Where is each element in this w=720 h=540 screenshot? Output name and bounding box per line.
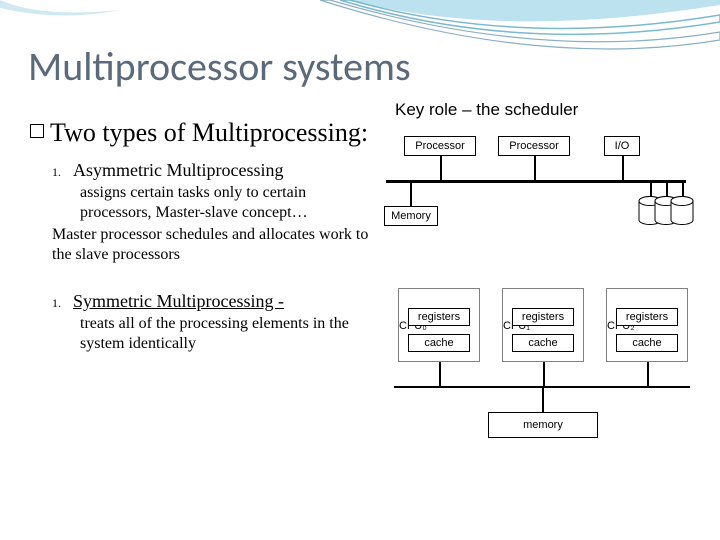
connector (682, 183, 684, 197)
item-title: Symmetric Multiprocessing - (73, 291, 284, 311)
registers-box: registers (616, 308, 678, 326)
cache-box: cache (616, 334, 678, 352)
connector (534, 156, 536, 180)
item-body: Master processor schedules and allocates… (52, 225, 380, 265)
connector (542, 388, 544, 412)
connector (666, 183, 668, 197)
registers-box: registers (512, 308, 574, 326)
connector (440, 156, 442, 180)
bus-line (386, 180, 686, 183)
connector (647, 362, 649, 386)
item-number: 1. (52, 296, 61, 310)
list-item: 1. Asymmetric Multiprocessing assigns ce… (52, 160, 380, 265)
proc-box: Processor (498, 136, 570, 156)
checkbox-bullet-icon (30, 124, 44, 138)
connector (439, 362, 441, 386)
proc-box: Processor (404, 136, 476, 156)
io-box: I/O (604, 136, 640, 156)
disk-icon (670, 196, 694, 226)
subheading: Two types of Multiprocessing: (30, 118, 380, 148)
caption-text: Key role – the scheduler (395, 100, 578, 120)
slide-title: Multiprocessor systems (28, 42, 411, 91)
slide: Multiprocessor systems Key role – the sc… (0, 0, 720, 540)
list-item: 1. Symmetric Multiprocessing - treats al… (52, 291, 380, 354)
connector (622, 156, 624, 180)
connector (410, 183, 412, 206)
item-body: treats all of the processing elements in… (80, 314, 380, 354)
item-title: Asymmetric Multiprocessing (73, 160, 283, 180)
item-body: assigns certain tasks only to certain pr… (80, 183, 380, 223)
registers-box: registers (408, 308, 470, 326)
item-number: 1. (52, 165, 61, 179)
content-left: Two types of Multiprocessing: 1. Asymmet… (30, 118, 380, 368)
subheading-text: Two types of Multiprocessing: (50, 118, 368, 147)
diagram-bus-arch: Processor Processor I/O Memory (380, 130, 700, 260)
cache-box: cache (408, 334, 470, 352)
diagram-smp: CPU₀ registers cache CPU₁ registers cach… (384, 282, 700, 492)
connector (650, 183, 652, 197)
connector (543, 362, 545, 386)
cache-box: cache (512, 334, 574, 352)
memory-box: memory (488, 412, 598, 438)
memory-box: Memory (384, 206, 438, 226)
